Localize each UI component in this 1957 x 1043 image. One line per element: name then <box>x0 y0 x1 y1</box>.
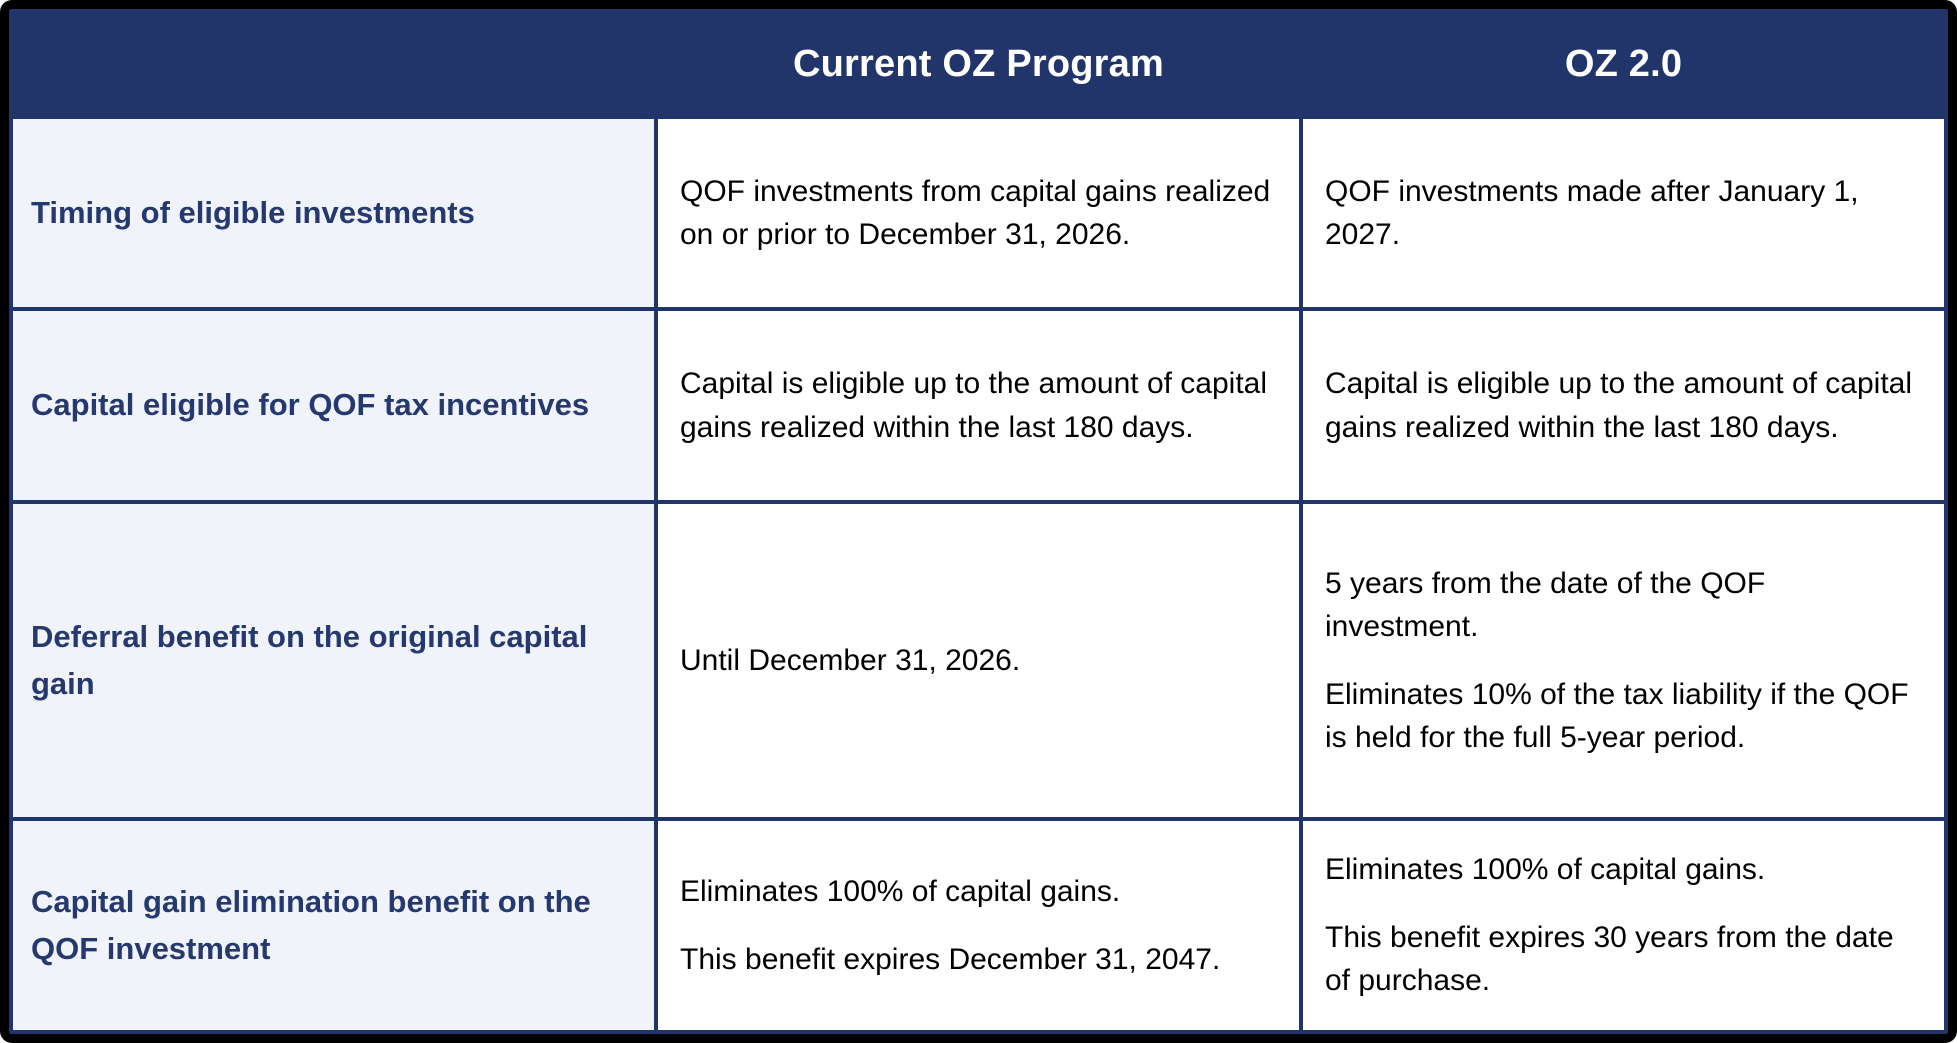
cell-paragraph: QOF investments made after January 1, 20… <box>1325 174 1859 252</box>
cell-timing-current: QOF investments from capital gains reali… <box>654 115 1303 311</box>
cell-gain-elimination-current: Eliminates 100% of capital gains. This b… <box>654 817 1303 1034</box>
table-row-gain-elimination: Capital gain elimination benefit on the … <box>9 817 1948 1034</box>
cell-paragraph: Capital is eligible up to the amount of … <box>1325 367 1913 444</box>
table-row-timing: Timing of eligible investments QOF inves… <box>9 115 1948 311</box>
cell-deferral-benefit-oz2: 5 years from the date of the QOF investm… <box>1299 500 1948 821</box>
cell-capital-eligible-oz2: Capital is eligible up to the amount of … <box>1299 307 1948 504</box>
cell-paragraph: Until December 31, 2026. <box>680 643 1021 677</box>
header-oz-2-0: OZ 2.0 <box>1299 9 1948 119</box>
cell-capital-eligible-current: Capital is eligible up to the amount of … <box>654 307 1303 504</box>
header-empty-cell <box>9 9 658 119</box>
row-header-timing: Timing of eligible investments <box>9 115 658 311</box>
cell-paragraph: QOF investments from capital gains reali… <box>680 174 1271 252</box>
cell-deferral-benefit-current: Until December 31, 2026. <box>654 500 1303 821</box>
cell-paragraph: 5 years from the date of the QOF investm… <box>1325 566 1766 644</box>
cell-paragraph: Capital is eligible up to the amount of … <box>680 367 1268 444</box>
cell-gain-elimination-oz2: Eliminates 100% of capital gains. This b… <box>1299 817 1948 1034</box>
cell-paragraph: Eliminates 100% of capital gains. <box>1325 853 1766 887</box>
table-row-deferral-benefit: Deferral benefit on the original capital… <box>9 500 1948 821</box>
header-current-oz-program: Current OZ Program <box>654 9 1303 119</box>
oz-comparison-table: Current OZ Program OZ 2.0 Timing of elig… <box>9 9 1948 1034</box>
table-row-capital-eligible: Capital eligible for QOF tax incentives … <box>9 307 1948 504</box>
cell-paragraph: Eliminates 100% of capital gains. <box>680 875 1121 908</box>
header-row: Current OZ Program OZ 2.0 <box>9 9 1948 119</box>
cell-paragraph: Eliminates 10% of the tax liability if t… <box>1325 677 1909 755</box>
cell-paragraph: This benefit expires 30 years from the d… <box>1325 920 1894 998</box>
cell-paragraph: This benefit expires December 31, 2047. <box>680 942 1221 976</box>
row-header-capital-eligible: Capital eligible for QOF tax incentives <box>9 307 658 504</box>
row-header-gain-elimination: Capital gain elimination benefit on the … <box>9 817 658 1034</box>
row-header-deferral-benefit: Deferral benefit on the original capital… <box>9 500 658 821</box>
cell-timing-oz2: QOF investments made after January 1, 20… <box>1299 115 1948 311</box>
